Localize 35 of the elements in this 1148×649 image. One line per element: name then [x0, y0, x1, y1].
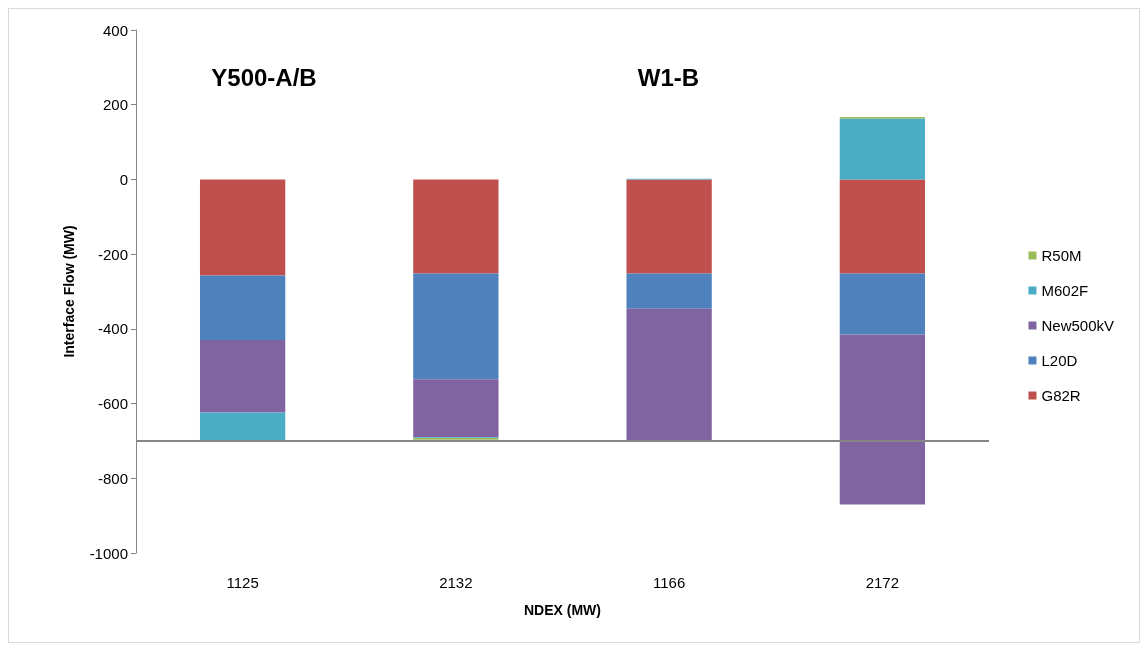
bar: [839, 273, 926, 335]
bar: [413, 273, 499, 380]
bar: [626, 179, 712, 274]
y-tick-label: 400: [102, 21, 128, 39]
bar: [199, 412, 286, 441]
y-tick-label: 0: [119, 170, 128, 188]
y-tick-label: -600: [97, 395, 128, 413]
y-tick-label: -1000: [89, 544, 128, 562]
bar: [626, 308, 712, 441]
x-tick-label: 1125: [226, 574, 259, 591]
bar: [839, 334, 926, 505]
bar: [839, 179, 926, 274]
bar: [413, 379, 499, 438]
legend-label: M602F: [1041, 282, 1089, 299]
x-tick-label: 2172: [865, 574, 900, 591]
legend-label: L20D: [1041, 352, 1078, 369]
y-tick-label: -200: [97, 245, 128, 263]
bar: [199, 179, 286, 276]
legend-label: G82R: [1041, 387, 1081, 404]
bar: [199, 275, 286, 341]
y-tick-label: -400: [97, 320, 128, 338]
y-tick-label: -800: [97, 469, 128, 487]
bar: [413, 179, 499, 274]
legend-label: R50M: [1041, 247, 1082, 264]
y-tick-label: 200: [102, 96, 128, 114]
x-axis-title: NDEX (MW): [524, 602, 601, 618]
legend-label: New500kV: [1041, 317, 1115, 334]
x-tick-label: 1166: [652, 574, 686, 591]
annotation: W1-B: [637, 63, 700, 91]
bar: [199, 340, 286, 413]
y-axis-title: Interface Flow (MW): [61, 225, 77, 358]
annotation: Y500-A/B: [211, 63, 317, 91]
bar: [839, 118, 926, 180]
x-tick-label: 2132: [439, 574, 473, 591]
bar: [626, 273, 712, 309]
